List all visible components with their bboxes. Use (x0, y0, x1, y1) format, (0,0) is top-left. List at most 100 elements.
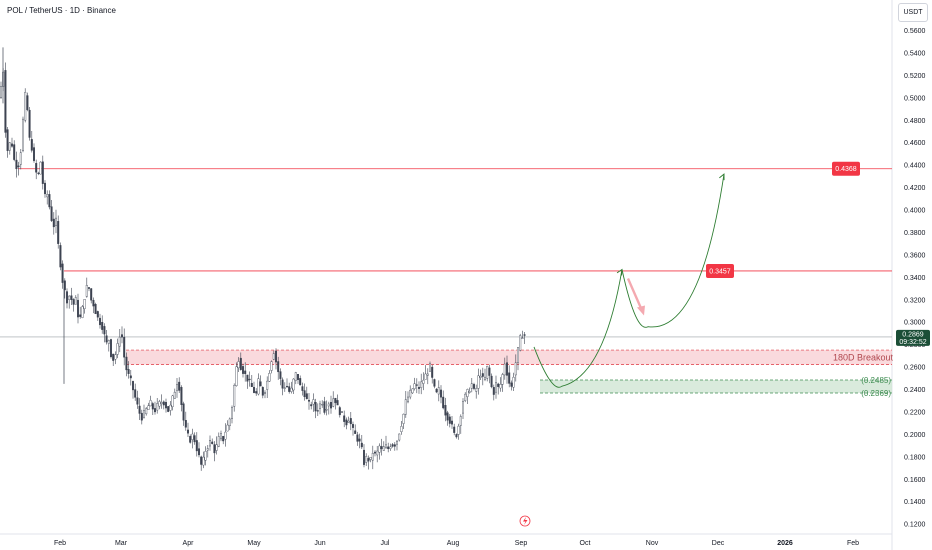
pullback-arrowhead (637, 305, 645, 316)
candle-body (171, 395, 174, 407)
x-tick-label: Sep (515, 540, 528, 547)
candle-body (228, 418, 231, 427)
candle-body (15, 159, 18, 170)
candle-body (464, 393, 467, 401)
candle-body (184, 420, 187, 428)
candle-body (92, 299, 95, 307)
breakout-zone (126, 350, 892, 365)
candle-body (473, 384, 476, 389)
candle-body (169, 404, 172, 411)
candle-body (312, 399, 315, 405)
y-tick-label: 0.5400 (904, 50, 926, 57)
current-price-badge (896, 329, 930, 346)
candle-body (272, 353, 275, 360)
candle-body (162, 401, 165, 406)
candle-body (164, 402, 167, 409)
candle-body (204, 451, 207, 461)
candle-body (186, 429, 189, 434)
candle-body (206, 448, 209, 451)
candle-body (74, 297, 77, 305)
candle-body (224, 431, 227, 440)
candle-body (517, 347, 520, 363)
candle-body (65, 291, 68, 304)
x-tick-label: Jul (381, 540, 390, 547)
candle-body (103, 326, 106, 335)
current-price-label: 0.2869 (902, 331, 924, 338)
candle-body (358, 438, 361, 442)
candle-body (118, 336, 121, 347)
candle-body (211, 441, 214, 444)
y-tick-label: 0.2200 (904, 409, 926, 416)
candle-body (374, 451, 377, 454)
candle-body (173, 391, 176, 399)
pullback-arrow-shaft (626, 277, 644, 311)
candle-body (235, 366, 238, 387)
candle-body (343, 415, 346, 422)
candle-body (413, 383, 416, 389)
candle-body (46, 194, 49, 198)
y-tick-label: 0.4200 (904, 185, 926, 192)
candle-body (120, 334, 123, 338)
currency-button[interactable]: USDT (898, 3, 928, 22)
candle-body (433, 379, 436, 387)
candle-body (281, 379, 284, 389)
y-tick-label: 0.1600 (904, 477, 926, 484)
candle-body (90, 288, 93, 301)
candle-body (415, 384, 418, 386)
support-zone (540, 380, 892, 394)
candle-body (182, 403, 185, 421)
candle-body (294, 372, 297, 381)
candle-body (462, 401, 465, 414)
y-tick-label: 0.2400 (904, 387, 926, 394)
candle-body (123, 336, 126, 358)
candle-body (396, 440, 399, 445)
candle-body (446, 412, 449, 421)
candle-body (167, 406, 170, 412)
candle-body (219, 433, 222, 440)
x-tick-label: Nov (646, 540, 659, 547)
candle-body (8, 142, 11, 151)
candle-body (437, 387, 440, 395)
candle-body (510, 382, 513, 387)
candle-body (213, 444, 216, 454)
candle-body (244, 370, 247, 375)
candle-body (297, 374, 300, 380)
candle-body (261, 387, 264, 396)
resistance-badge-label: 0.4368 (835, 166, 857, 173)
candle-body (30, 139, 33, 151)
candle-body (98, 317, 101, 326)
candle-body (37, 172, 40, 174)
breakout-zone-label: 180D Breakout (833, 352, 894, 362)
candle-body (250, 382, 253, 388)
y-tick-label: 0.2000 (904, 432, 926, 439)
candle-body (44, 182, 47, 195)
candle-body (226, 424, 229, 432)
candle-body (180, 387, 183, 405)
candle-body (138, 405, 141, 414)
candle-body (363, 449, 366, 465)
y-tick-label: 0.5600 (904, 28, 926, 35)
candle-body (382, 446, 385, 451)
candle-body (431, 366, 434, 378)
candle-body (299, 378, 302, 386)
candle-body (158, 401, 161, 407)
candle-body (404, 399, 407, 415)
candle-body (301, 386, 304, 391)
candle-body (470, 383, 473, 389)
candle-body (116, 343, 119, 355)
x-tick-label: Aug (447, 540, 460, 547)
candle-body (360, 442, 363, 448)
candle-body (105, 335, 108, 343)
y-tick-label: 0.1400 (904, 499, 926, 506)
candle-body (230, 407, 233, 419)
candle-body (523, 334, 526, 336)
candle-body (426, 373, 429, 376)
x-tick-label: Feb (847, 540, 859, 547)
candle-body (486, 365, 489, 379)
candle-body (0, 86, 2, 99)
candle-body (70, 295, 73, 300)
candle-body (303, 390, 306, 398)
candle-body (131, 381, 134, 391)
candle-body (424, 373, 427, 380)
